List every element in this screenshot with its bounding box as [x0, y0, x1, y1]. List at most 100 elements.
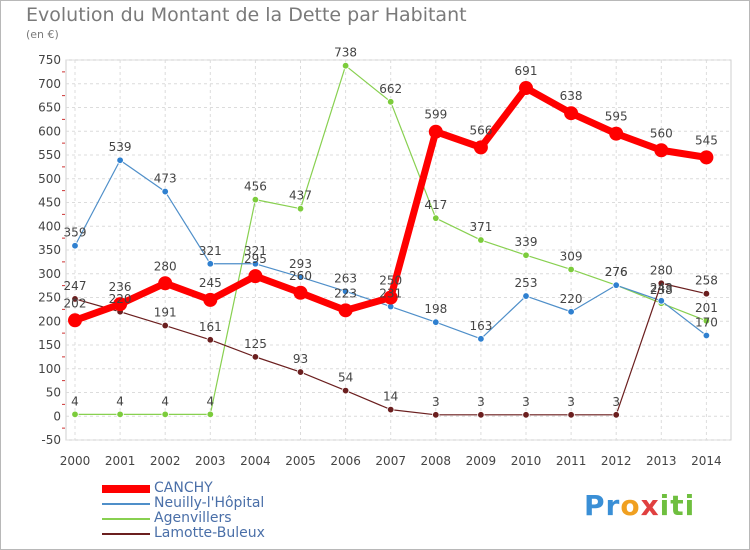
series-point — [612, 281, 620, 289]
x-tick-label: 2011 — [556, 454, 587, 468]
series-point — [206, 336, 214, 344]
y-tick-label: 200 — [38, 314, 61, 328]
data-label: 4 — [116, 394, 124, 408]
data-label: 236 — [109, 280, 132, 294]
data-label: 599 — [424, 108, 447, 122]
series-point — [251, 195, 260, 204]
data-label: 417 — [424, 198, 447, 212]
y-tick-label: 150 — [38, 338, 61, 352]
series-point — [522, 292, 530, 300]
series-point — [657, 279, 665, 287]
series-point — [296, 368, 305, 376]
data-label: 595 — [605, 110, 628, 124]
data-label: 560 — [650, 126, 673, 140]
data-label: 738 — [334, 46, 357, 60]
x-tick-label: 2000 — [60, 454, 91, 468]
series-point — [432, 214, 440, 222]
series-point — [116, 156, 124, 164]
series-point — [206, 260, 214, 268]
data-label: 258 — [695, 274, 718, 288]
y-tick-label: 50 — [46, 386, 61, 400]
series-point — [251, 353, 260, 361]
x-tick-label: 2002 — [150, 454, 181, 468]
data-label: 238 — [650, 283, 673, 297]
y-tick-label: 350 — [38, 243, 61, 257]
x-tick-label: 2013 — [646, 454, 677, 468]
chart-title: Evolution du Montant de la Dette par Hab… — [26, 4, 467, 26]
series-point — [477, 236, 485, 244]
series-point — [116, 410, 124, 419]
series-point — [383, 290, 398, 305]
data-label: 263 — [334, 271, 357, 285]
series-point — [71, 242, 79, 250]
y-tick-label: 700 — [38, 77, 61, 91]
data-label: 339 — [515, 235, 538, 249]
series-point — [206, 410, 214, 419]
series-point — [567, 308, 575, 316]
data-label: 220 — [109, 292, 132, 306]
series-point — [113, 297, 128, 312]
data-label: 437 — [289, 189, 312, 203]
data-label: 247 — [64, 279, 87, 293]
series-point — [341, 61, 350, 70]
data-label: 662 — [379, 82, 402, 96]
series-point — [699, 150, 714, 165]
series-point — [477, 411, 485, 419]
series-point — [68, 313, 82, 328]
data-label: 125 — [244, 337, 267, 351]
data-label: 93 — [293, 352, 308, 366]
data-label: 3 — [567, 395, 575, 409]
data-label: 4 — [161, 394, 169, 408]
x-tick-label: 2003 — [195, 454, 226, 468]
data-label: 4 — [206, 394, 214, 408]
data-label: 280 — [154, 259, 177, 273]
x-tick-label: 2010 — [511, 454, 542, 468]
x-tick-label: 2005 — [285, 454, 316, 468]
y-tick-label: 650 — [38, 101, 61, 115]
series-point — [519, 81, 533, 96]
series-point — [387, 98, 395, 106]
series-point — [248, 269, 263, 284]
y-tick-label: 0 — [53, 409, 61, 423]
data-label: 371 — [469, 220, 492, 234]
data-label: 260 — [289, 269, 312, 283]
series-point — [251, 260, 260, 268]
series-point — [158, 276, 173, 291]
series-point — [71, 295, 79, 303]
data-label: 3 — [432, 395, 440, 409]
data-label: 295 — [244, 252, 267, 266]
y-tick-label: 400 — [38, 219, 61, 233]
x-tick-label: 2008 — [421, 454, 452, 468]
x-tick-label: 2012 — [601, 454, 632, 468]
data-label: 3 — [477, 395, 485, 409]
y-tick-label: 250 — [38, 291, 61, 305]
series-point — [338, 303, 353, 318]
data-label: 170 — [695, 316, 718, 330]
series-point — [612, 411, 620, 419]
series-point — [161, 410, 169, 419]
series-point — [654, 143, 669, 158]
data-label: 54 — [338, 371, 353, 385]
data-label: 245 — [199, 276, 222, 290]
y-tick-label: 100 — [38, 362, 61, 376]
x-tick-label: 2014 — [691, 454, 722, 468]
x-tick-label: 2007 — [375, 454, 406, 468]
data-label: 276 — [605, 265, 628, 279]
data-label: 321 — [199, 244, 222, 258]
series-point — [477, 335, 485, 343]
series-point — [71, 410, 79, 419]
data-label: 201 — [695, 301, 718, 315]
x-tick-label: 2001 — [105, 454, 136, 468]
series-point — [296, 204, 305, 213]
data-label: 566 — [469, 123, 492, 137]
data-label: 473 — [154, 172, 177, 186]
series-point — [702, 290, 711, 298]
data-label: 3 — [522, 395, 530, 409]
data-label: 250 — [379, 274, 402, 288]
logo-letter: i — [659, 489, 671, 522]
series-point — [161, 187, 169, 196]
series-point — [567, 411, 575, 419]
data-label: 691 — [515, 64, 538, 78]
series-point — [341, 386, 350, 395]
